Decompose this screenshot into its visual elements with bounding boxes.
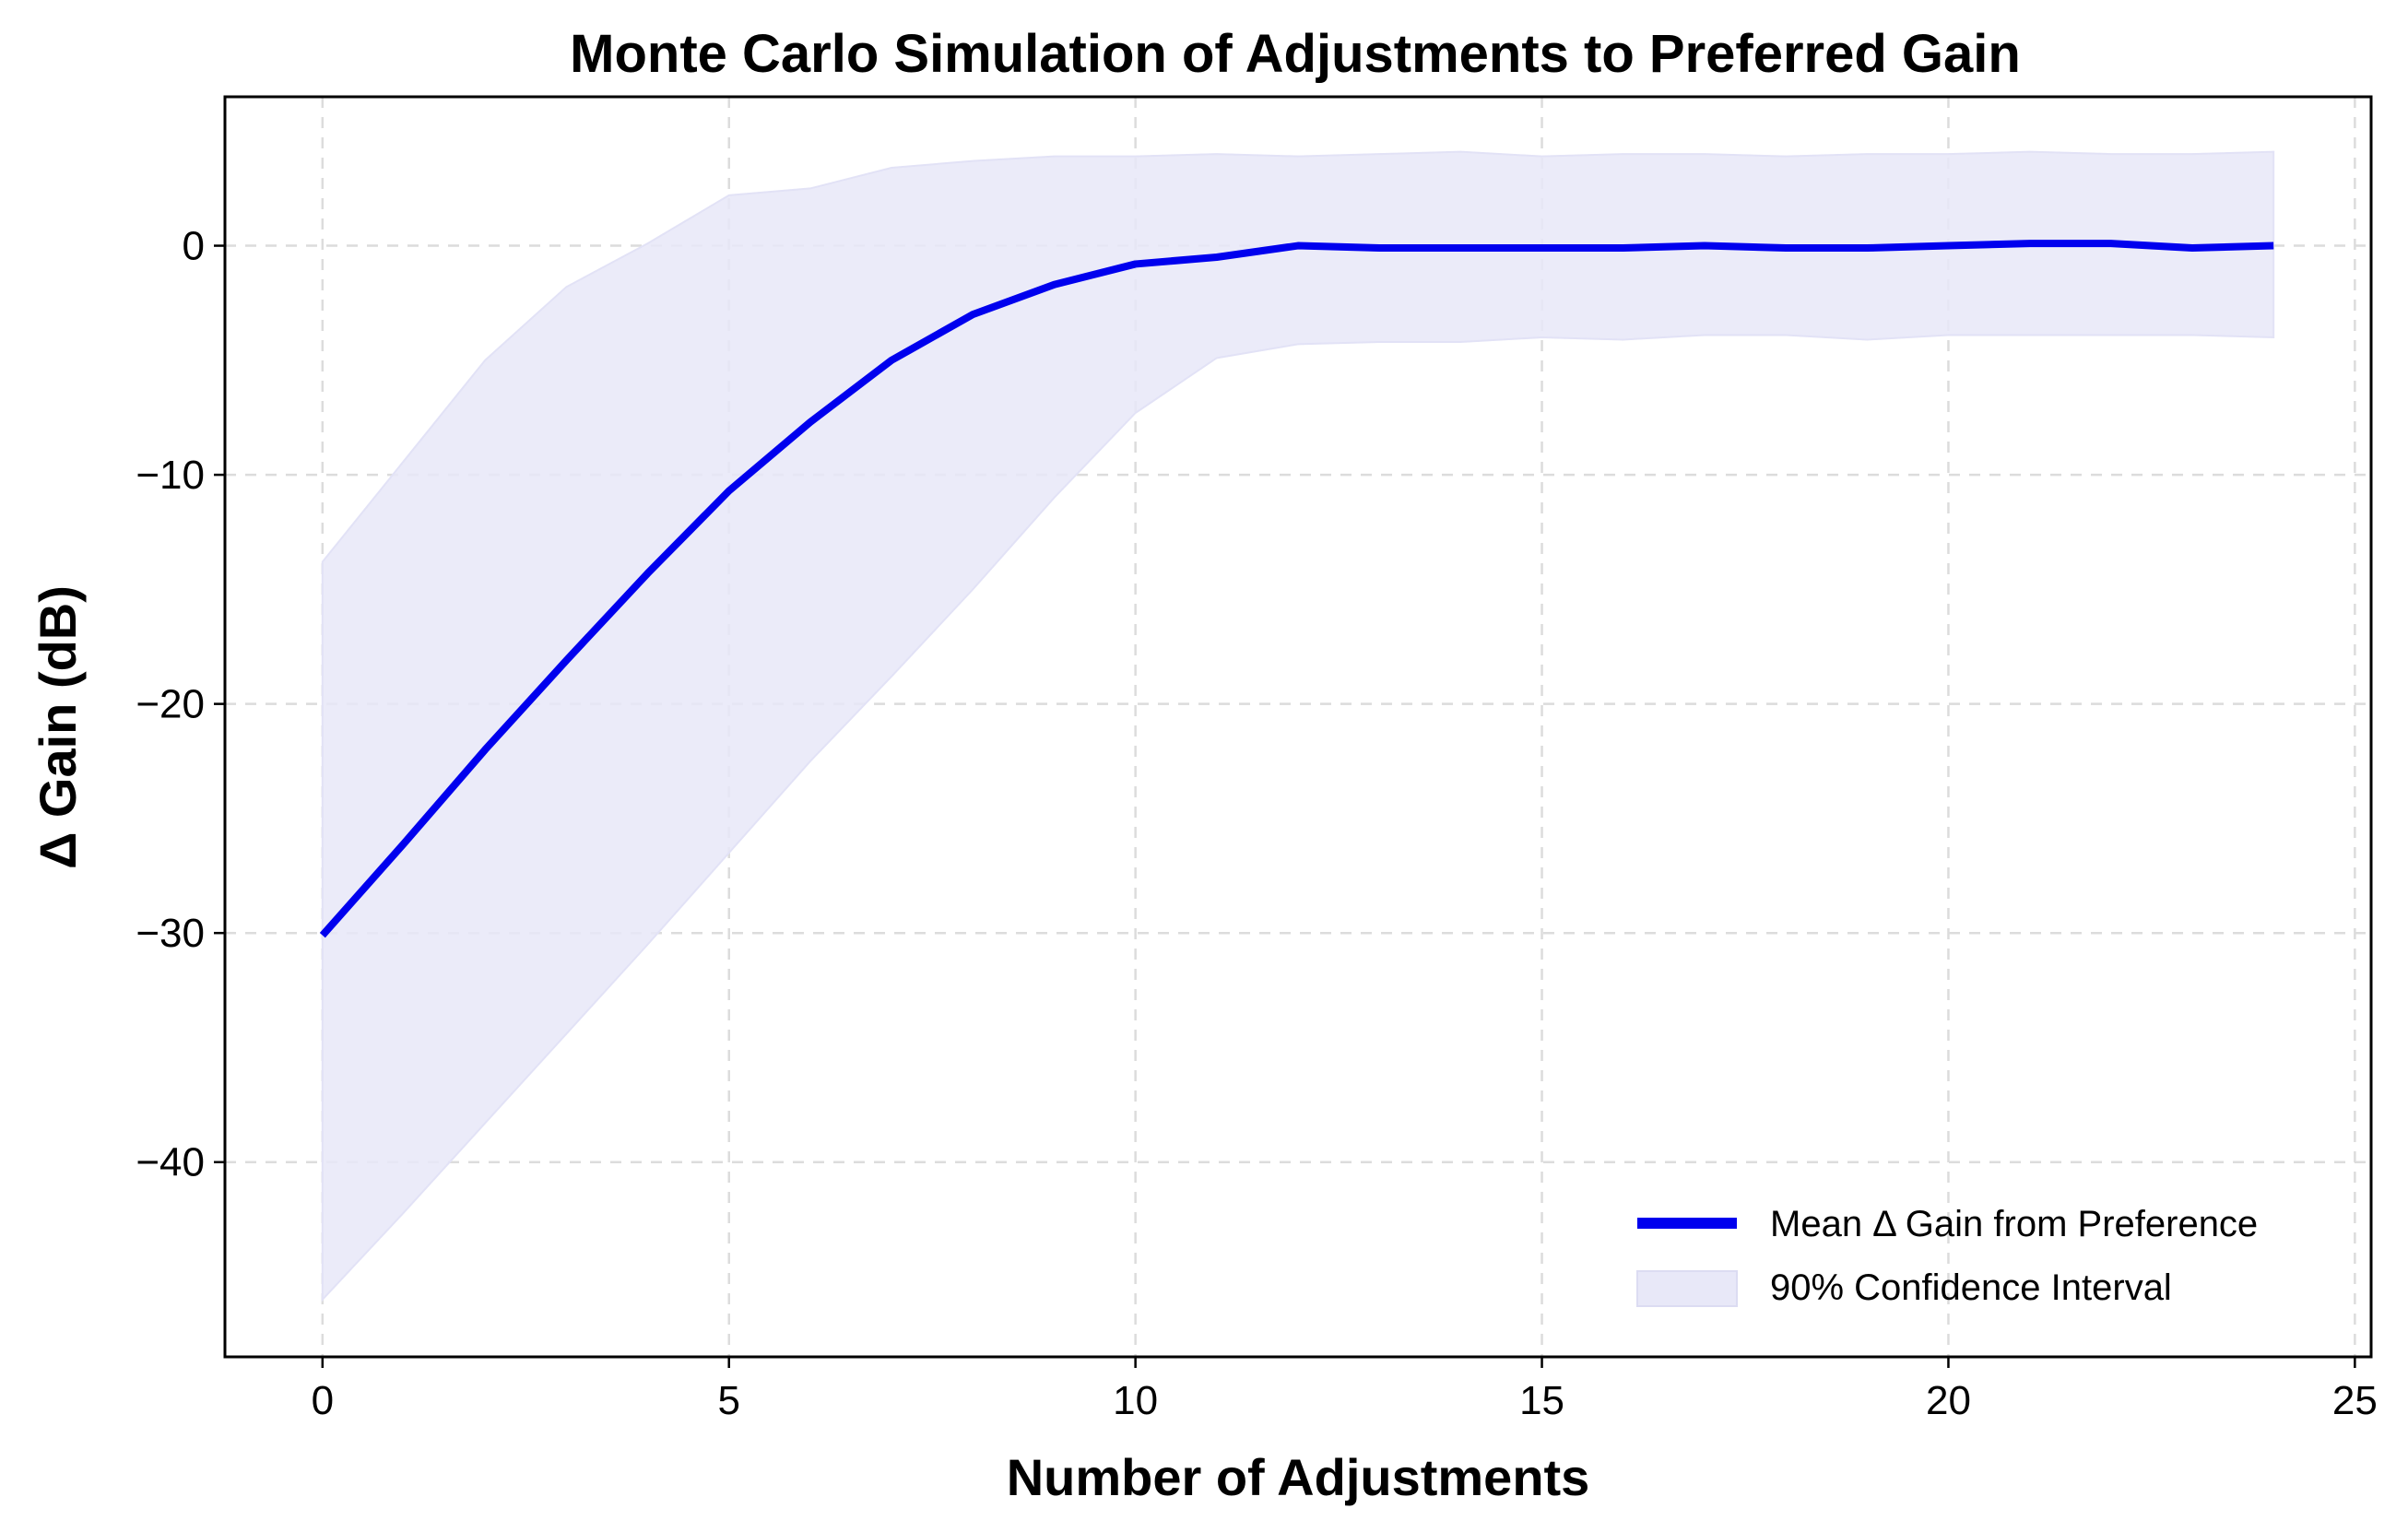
x-axis-label: Number of Adjustments (1007, 1448, 1590, 1506)
x-tick-label: 5 (717, 1378, 739, 1423)
x-tick-label: 15 (1519, 1378, 1564, 1423)
x-tick-label: 25 (2332, 1378, 2378, 1423)
mean-line-layer (319, 240, 2274, 938)
legend-band-swatch (1636, 1270, 1738, 1307)
mean-gain-line (319, 240, 2274, 938)
legend-label-mean: Mean Δ Gain from Preference (1770, 1204, 2258, 1244)
y-tick-label: −30 (136, 911, 205, 956)
legend-line-swatch (1637, 1218, 1737, 1229)
y-tick-label: −20 (136, 682, 205, 727)
x-tick-label: 10 (1113, 1378, 1158, 1423)
y-tick-label: −40 (136, 1140, 205, 1185)
y-tick-label: 0 (183, 224, 205, 269)
chart-title: Monte Carlo Simulation of Adjustments to… (570, 24, 2021, 84)
legend: Mean Δ Gain from Preference 90% Confiden… (1636, 1204, 2258, 1308)
confidence-band-layer (321, 150, 2275, 1302)
plot-frame (223, 95, 2373, 1359)
y-axis-label: Δ Gain (dB) (29, 585, 87, 869)
legend-label-band: 90% Confidence Interval (1770, 1267, 2172, 1308)
axis-ticks: 0 5 10 15 20 25 0 −10 −20 −30 −40 (136, 224, 2377, 1423)
x-tick-label: 20 (1926, 1378, 1971, 1423)
x-tick-label: 0 (312, 1378, 334, 1423)
confidence-band (321, 150, 2275, 1302)
y-tick-label: −10 (136, 453, 205, 498)
